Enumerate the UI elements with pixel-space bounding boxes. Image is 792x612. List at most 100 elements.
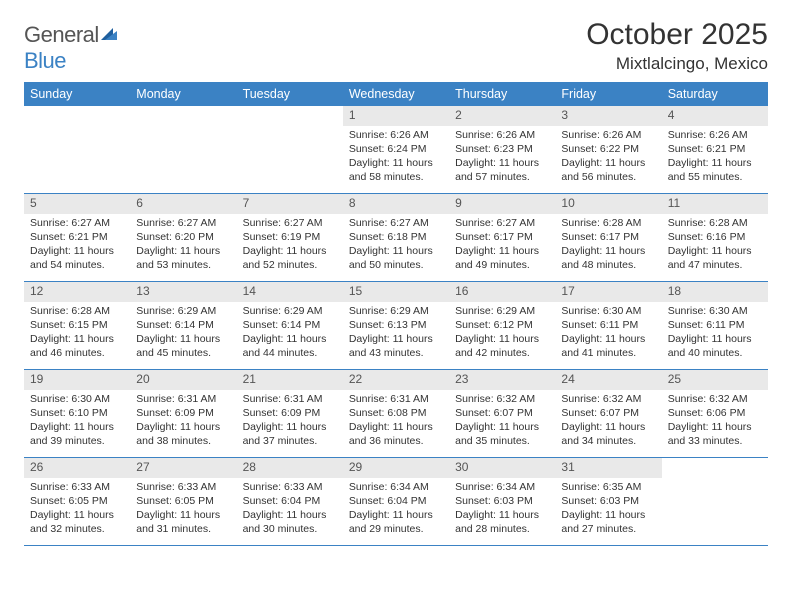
day-info: Sunrise: 6:26 AMSunset: 6:21 PMDaylight:… bbox=[662, 126, 768, 189]
calendar-cell: 20Sunrise: 6:31 AMSunset: 6:09 PMDayligh… bbox=[130, 370, 236, 458]
logo: General Blue bbox=[24, 18, 119, 74]
calendar-cell: 22Sunrise: 6:31 AMSunset: 6:08 PMDayligh… bbox=[343, 370, 449, 458]
day-number: 1 bbox=[343, 106, 449, 126]
day-number: 12 bbox=[24, 282, 130, 302]
calendar-week: 19Sunrise: 6:30 AMSunset: 6:10 PMDayligh… bbox=[24, 370, 768, 458]
day-info: Sunrise: 6:27 AMSunset: 6:17 PMDaylight:… bbox=[449, 214, 555, 277]
calendar-cell: 11Sunrise: 6:28 AMSunset: 6:16 PMDayligh… bbox=[662, 194, 768, 282]
day-number: 9 bbox=[449, 194, 555, 214]
day-info: Sunrise: 6:29 AMSunset: 6:13 PMDaylight:… bbox=[343, 302, 449, 365]
day-number: 3 bbox=[555, 106, 661, 126]
day-number: 21 bbox=[237, 370, 343, 390]
location: Mixtlalcingo, Mexico bbox=[586, 54, 768, 74]
calendar-cell: 5Sunrise: 6:27 AMSunset: 6:21 PMDaylight… bbox=[24, 194, 130, 282]
day-number: 25 bbox=[662, 370, 768, 390]
day-number: 7 bbox=[237, 194, 343, 214]
day-info: Sunrise: 6:32 AMSunset: 6:06 PMDaylight:… bbox=[662, 390, 768, 453]
day-number: 29 bbox=[343, 458, 449, 478]
day-info: Sunrise: 6:35 AMSunset: 6:03 PMDaylight:… bbox=[555, 478, 661, 541]
day-info: Sunrise: 6:28 AMSunset: 6:15 PMDaylight:… bbox=[24, 302, 130, 365]
day-info: Sunrise: 6:32 AMSunset: 6:07 PMDaylight:… bbox=[555, 390, 661, 453]
calendar-cell: 21Sunrise: 6:31 AMSunset: 6:09 PMDayligh… bbox=[237, 370, 343, 458]
day-number: 4 bbox=[662, 106, 768, 126]
day-info: Sunrise: 6:30 AMSunset: 6:11 PMDaylight:… bbox=[555, 302, 661, 365]
day-number: 17 bbox=[555, 282, 661, 302]
day-header: Saturday bbox=[662, 83, 768, 106]
calendar-cell: 10Sunrise: 6:28 AMSunset: 6:17 PMDayligh… bbox=[555, 194, 661, 282]
page-header: General Blue October 2025 Mixtlalcingo, … bbox=[24, 18, 768, 74]
calendar-cell: 17Sunrise: 6:30 AMSunset: 6:11 PMDayligh… bbox=[555, 282, 661, 370]
day-info: Sunrise: 6:29 AMSunset: 6:12 PMDaylight:… bbox=[449, 302, 555, 365]
day-info: Sunrise: 6:34 AMSunset: 6:03 PMDaylight:… bbox=[449, 478, 555, 541]
calendar-cell: 27Sunrise: 6:33 AMSunset: 6:05 PMDayligh… bbox=[130, 458, 236, 546]
day-number: 23 bbox=[449, 370, 555, 390]
day-info: Sunrise: 6:30 AMSunset: 6:11 PMDaylight:… bbox=[662, 302, 768, 365]
title-block: October 2025 Mixtlalcingo, Mexico bbox=[586, 18, 768, 74]
day-number: 10 bbox=[555, 194, 661, 214]
day-number: 31 bbox=[555, 458, 661, 478]
day-header: Monday bbox=[130, 83, 236, 106]
day-number: 30 bbox=[449, 458, 555, 478]
day-number: 11 bbox=[662, 194, 768, 214]
calendar-table: SundayMondayTuesdayWednesdayThursdayFrid… bbox=[24, 82, 768, 546]
day-number: 5 bbox=[24, 194, 130, 214]
calendar-cell: 30Sunrise: 6:34 AMSunset: 6:03 PMDayligh… bbox=[449, 458, 555, 546]
day-number: 6 bbox=[130, 194, 236, 214]
calendar-cell: 28Sunrise: 6:33 AMSunset: 6:04 PMDayligh… bbox=[237, 458, 343, 546]
calendar-cell: 16Sunrise: 6:29 AMSunset: 6:12 PMDayligh… bbox=[449, 282, 555, 370]
day-info: Sunrise: 6:28 AMSunset: 6:17 PMDaylight:… bbox=[555, 214, 661, 277]
day-info: Sunrise: 6:27 AMSunset: 6:20 PMDaylight:… bbox=[130, 214, 236, 277]
calendar-cell: 26Sunrise: 6:33 AMSunset: 6:05 PMDayligh… bbox=[24, 458, 130, 546]
day-number: 8 bbox=[343, 194, 449, 214]
logo-text: General Blue bbox=[24, 22, 119, 74]
calendar-cell: 8Sunrise: 6:27 AMSunset: 6:18 PMDaylight… bbox=[343, 194, 449, 282]
day-info: Sunrise: 6:33 AMSunset: 6:04 PMDaylight:… bbox=[237, 478, 343, 541]
calendar-week: 5Sunrise: 6:27 AMSunset: 6:21 PMDaylight… bbox=[24, 194, 768, 282]
day-info: Sunrise: 6:26 AMSunset: 6:22 PMDaylight:… bbox=[555, 126, 661, 189]
calendar-cell: 23Sunrise: 6:32 AMSunset: 6:07 PMDayligh… bbox=[449, 370, 555, 458]
calendar-cell: 19Sunrise: 6:30 AMSunset: 6:10 PMDayligh… bbox=[24, 370, 130, 458]
day-info: Sunrise: 6:29 AMSunset: 6:14 PMDaylight:… bbox=[237, 302, 343, 365]
calendar-cell: 3Sunrise: 6:26 AMSunset: 6:22 PMDaylight… bbox=[555, 106, 661, 194]
day-number: 20 bbox=[130, 370, 236, 390]
calendar-cell: .. bbox=[24, 106, 130, 194]
day-info: Sunrise: 6:31 AMSunset: 6:09 PMDaylight:… bbox=[237, 390, 343, 453]
day-info: Sunrise: 6:31 AMSunset: 6:09 PMDaylight:… bbox=[130, 390, 236, 453]
calendar-cell: 18Sunrise: 6:30 AMSunset: 6:11 PMDayligh… bbox=[662, 282, 768, 370]
day-number: 24 bbox=[555, 370, 661, 390]
day-number: 16 bbox=[449, 282, 555, 302]
day-info: Sunrise: 6:26 AMSunset: 6:24 PMDaylight:… bbox=[343, 126, 449, 189]
calendar-cell: 15Sunrise: 6:29 AMSunset: 6:13 PMDayligh… bbox=[343, 282, 449, 370]
calendar-head: SundayMondayTuesdayWednesdayThursdayFrid… bbox=[24, 83, 768, 106]
logo-word2: Blue bbox=[24, 48, 66, 73]
day-number: 18 bbox=[662, 282, 768, 302]
day-header: Tuesday bbox=[237, 83, 343, 106]
calendar-cell: 14Sunrise: 6:29 AMSunset: 6:14 PMDayligh… bbox=[237, 282, 343, 370]
day-header: Friday bbox=[555, 83, 661, 106]
day-info: Sunrise: 6:30 AMSunset: 6:10 PMDaylight:… bbox=[24, 390, 130, 453]
day-info: Sunrise: 6:29 AMSunset: 6:14 PMDaylight:… bbox=[130, 302, 236, 365]
day-header: Wednesday bbox=[343, 83, 449, 106]
calendar-cell: 12Sunrise: 6:28 AMSunset: 6:15 PMDayligh… bbox=[24, 282, 130, 370]
day-number: 13 bbox=[130, 282, 236, 302]
day-header: Thursday bbox=[449, 83, 555, 106]
day-number: 22 bbox=[343, 370, 449, 390]
calendar-cell: 13Sunrise: 6:29 AMSunset: 6:14 PMDayligh… bbox=[130, 282, 236, 370]
day-info: Sunrise: 6:26 AMSunset: 6:23 PMDaylight:… bbox=[449, 126, 555, 189]
calendar-week: 12Sunrise: 6:28 AMSunset: 6:15 PMDayligh… bbox=[24, 282, 768, 370]
day-number: 27 bbox=[130, 458, 236, 478]
calendar-cell: 29Sunrise: 6:34 AMSunset: 6:04 PMDayligh… bbox=[343, 458, 449, 546]
day-info: Sunrise: 6:32 AMSunset: 6:07 PMDaylight:… bbox=[449, 390, 555, 453]
day-number: 14 bbox=[237, 282, 343, 302]
day-info: Sunrise: 6:33 AMSunset: 6:05 PMDaylight:… bbox=[130, 478, 236, 541]
calendar-cell: .. bbox=[130, 106, 236, 194]
calendar-cell: 4Sunrise: 6:26 AMSunset: 6:21 PMDaylight… bbox=[662, 106, 768, 194]
day-info: Sunrise: 6:31 AMSunset: 6:08 PMDaylight:… bbox=[343, 390, 449, 453]
day-number: 26 bbox=[24, 458, 130, 478]
calendar-cell: 1Sunrise: 6:26 AMSunset: 6:24 PMDaylight… bbox=[343, 106, 449, 194]
day-number: 19 bbox=[24, 370, 130, 390]
calendar-body: ......1Sunrise: 6:26 AMSunset: 6:24 PMDa… bbox=[24, 106, 768, 546]
day-number: 28 bbox=[237, 458, 343, 478]
calendar-week: ......1Sunrise: 6:26 AMSunset: 6:24 PMDa… bbox=[24, 106, 768, 194]
calendar-cell: 6Sunrise: 6:27 AMSunset: 6:20 PMDaylight… bbox=[130, 194, 236, 282]
